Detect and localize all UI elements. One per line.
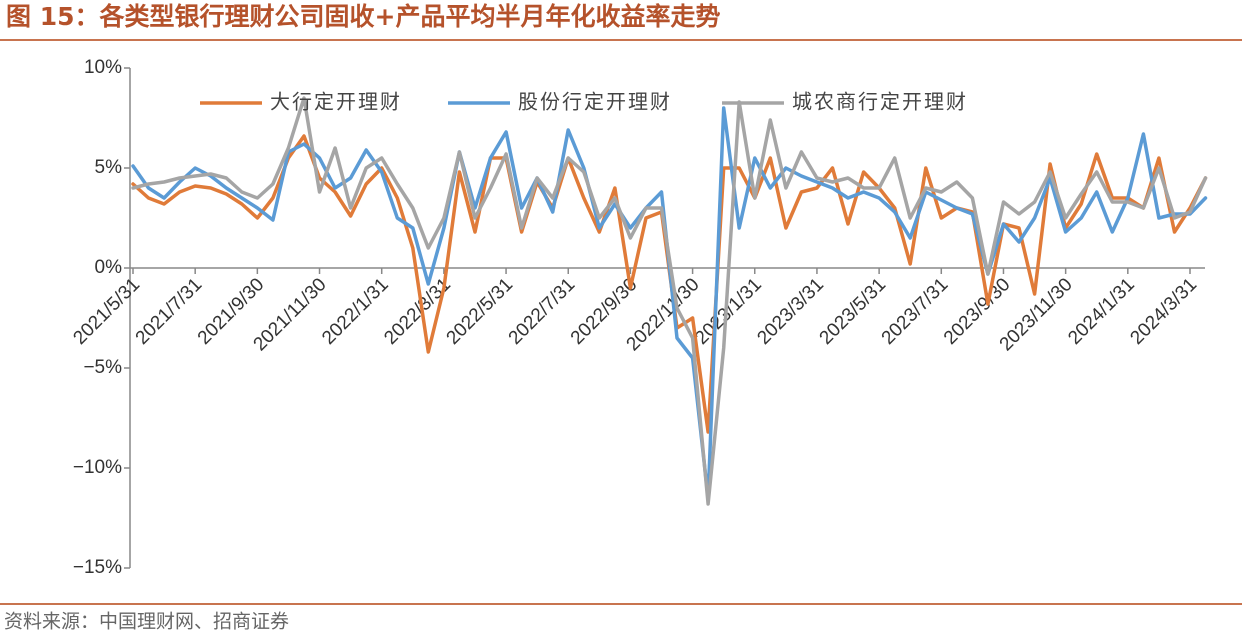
chart-title: 图 15：各类型银行理财公司固收+产品平均半月年化收益率走势: [6, 2, 720, 31]
y-tick-label: −15%: [73, 557, 122, 578]
series-line: [131, 96, 1208, 506]
legend-item: 股份行定开理财: [448, 90, 672, 114]
source-note: 资料来源：中国理财网、招商证券: [4, 611, 289, 633]
legend-label: 大行定开理财: [270, 90, 402, 114]
x-tick-label: 2022/7/31: [505, 274, 580, 349]
x-tick-label: 2024/1/31: [1064, 274, 1139, 349]
x-tick-label: 2022/5/31: [443, 274, 518, 349]
x-tick-label: 2023/3/31: [753, 274, 828, 349]
x-tick-label: 2021/5/31: [69, 274, 144, 349]
legend-item: 城农商行定开理财: [722, 90, 968, 114]
y-tick-label: 5%: [95, 157, 123, 178]
x-tick-label: 2021/7/31: [132, 274, 207, 349]
y-tick-label: −5%: [83, 357, 122, 378]
legend-item: 大行定开理财: [200, 90, 402, 114]
x-tick-label: 2022/1/31: [318, 274, 393, 349]
y-tick-label: −10%: [73, 457, 122, 478]
x-tick-label: 2023/5/31: [816, 274, 891, 349]
legend-label: 城农商行定开理财: [792, 90, 968, 114]
y-tick-label: 0%: [95, 257, 123, 278]
y-tick-label: 10%: [84, 57, 122, 78]
x-tick-label: 2023/7/31: [878, 274, 953, 349]
legend-label: 股份行定开理财: [518, 90, 672, 114]
x-tick-label: 2024/3/31: [1126, 274, 1201, 349]
